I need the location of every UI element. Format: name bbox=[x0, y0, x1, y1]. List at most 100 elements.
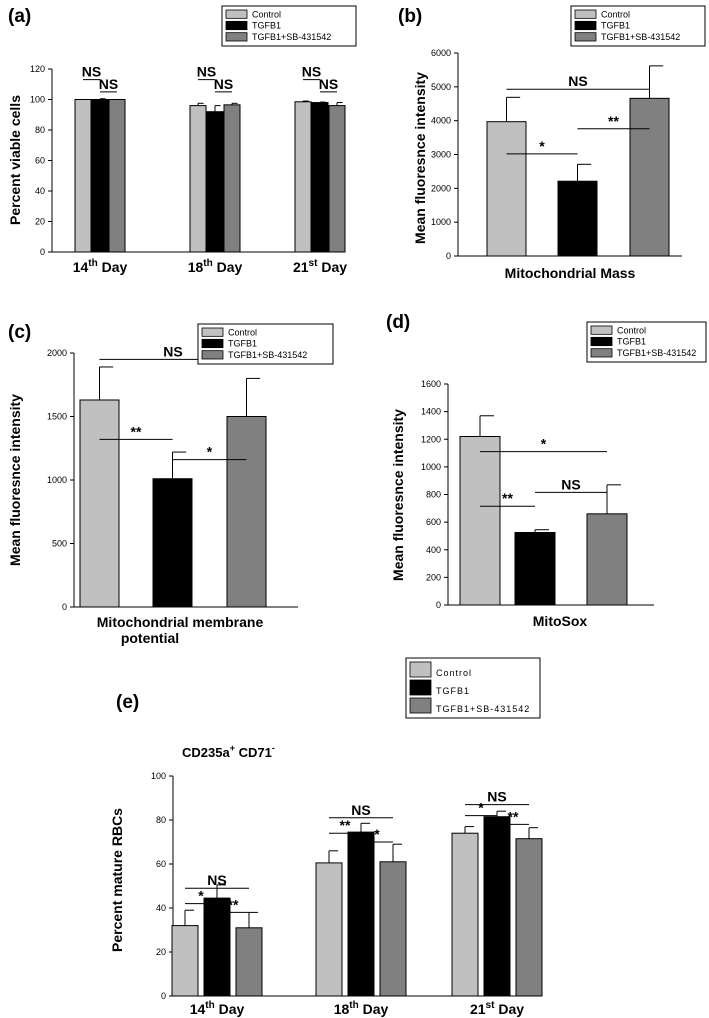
y-tick-label: 5000 bbox=[431, 82, 451, 92]
y-axis-label: Mean fluoresnce intensity bbox=[7, 394, 23, 566]
panel-label: (e) bbox=[116, 692, 139, 713]
bar bbox=[226, 416, 267, 608]
bar bbox=[315, 862, 343, 997]
significance-label: * bbox=[207, 444, 213, 460]
bar bbox=[74, 99, 92, 253]
y-axis-label: Percent mature RBCs bbox=[109, 808, 125, 952]
y-tick-label: 0 bbox=[436, 600, 441, 610]
significance-label: NS bbox=[302, 64, 321, 80]
y-tick-label: 2000 bbox=[47, 348, 67, 358]
y-tick-label: 40 bbox=[156, 903, 166, 913]
x-category-label: 14th Day bbox=[190, 1000, 245, 1017]
category-suffix: Day bbox=[494, 1001, 524, 1017]
significance-label: NS bbox=[319, 76, 338, 92]
category-suffix: Day bbox=[213, 259, 243, 275]
significance-label: ** bbox=[131, 423, 142, 439]
y-tick-label: 40 bbox=[35, 186, 45, 196]
bar bbox=[189, 105, 207, 253]
panel-label: (a) bbox=[8, 6, 31, 27]
significance-label: * bbox=[198, 888, 204, 904]
legend-label: TGFB1+SB-431542 bbox=[228, 350, 307, 360]
legend-swatch bbox=[201, 338, 224, 349]
significance-label: ** bbox=[608, 113, 619, 129]
x-axis-label: Mitochondrial Mass bbox=[505, 265, 636, 281]
y-tick-label: 20 bbox=[156, 947, 166, 957]
legend-label: TGFB1+SB-431542 bbox=[436, 704, 530, 714]
legend-label: TGFB1 bbox=[252, 21, 281, 31]
category-superscript: th bbox=[349, 1000, 358, 1011]
y-tick-label: 400 bbox=[426, 545, 441, 555]
x-category-label: 21st Day bbox=[470, 1000, 524, 1017]
bar bbox=[294, 101, 312, 253]
legend-swatch bbox=[201, 350, 224, 360]
bar bbox=[586, 513, 628, 606]
bar bbox=[483, 816, 511, 997]
y-tick-label: 1000 bbox=[421, 462, 441, 472]
title-part: CD71 bbox=[235, 745, 272, 760]
legend-swatch bbox=[225, 32, 248, 42]
legend-swatch bbox=[225, 9, 248, 19]
y-tick-label: 1000 bbox=[431, 217, 451, 227]
y-tick-label: 3000 bbox=[431, 150, 451, 160]
y-axis-label: Mean fluoresnce intensity bbox=[412, 72, 428, 244]
x-axis-label: MitoSox bbox=[533, 613, 588, 629]
panel-label: (b) bbox=[398, 6, 422, 27]
category-superscript: st bbox=[309, 258, 319, 269]
legend-swatch bbox=[409, 679, 432, 696]
significance-label: * bbox=[541, 436, 547, 452]
legend-label: TGFB1 bbox=[436, 686, 470, 696]
significance-label: NS bbox=[197, 64, 216, 80]
category-superscript: th bbox=[88, 258, 97, 269]
bar bbox=[629, 97, 670, 257]
bar bbox=[379, 861, 407, 997]
bar bbox=[311, 102, 329, 253]
significance-label: NS bbox=[207, 872, 226, 888]
bar bbox=[328, 105, 346, 253]
y-axis-label: Mean fluoresnce intensity bbox=[390, 409, 406, 581]
category-number: 18 bbox=[188, 259, 204, 275]
y-tick-label: 100 bbox=[151, 771, 166, 781]
legend-swatch bbox=[590, 325, 613, 335]
bar bbox=[79, 399, 120, 608]
category-number: 21 bbox=[470, 1001, 486, 1017]
bar bbox=[514, 531, 556, 606]
legend-label: Control bbox=[617, 325, 646, 335]
y-tick-label: 6000 bbox=[431, 48, 451, 58]
legend-swatch bbox=[590, 348, 613, 358]
bar bbox=[451, 832, 479, 997]
significance-label: NS bbox=[214, 76, 233, 92]
x-axis-label-line: Mitochondrial membrane bbox=[97, 614, 264, 630]
y-tick-label: 600 bbox=[426, 517, 441, 527]
y-tick-label: 120 bbox=[30, 64, 45, 74]
category-number: 21 bbox=[293, 259, 309, 275]
y-tick-label: 60 bbox=[156, 859, 166, 869]
legend-label: Control bbox=[228, 327, 257, 337]
y-tick-label: 200 bbox=[426, 572, 441, 582]
bar bbox=[459, 435, 501, 606]
category-suffix: Day bbox=[98, 259, 128, 275]
legend-label: Control bbox=[252, 9, 281, 19]
category-suffix: Day bbox=[215, 1001, 245, 1017]
y-tick-label: 80 bbox=[35, 125, 45, 135]
y-tick-label: 500 bbox=[52, 539, 67, 549]
bar bbox=[235, 927, 263, 997]
x-category-label: 21st Day bbox=[293, 258, 347, 275]
category-suffix: Day bbox=[317, 259, 347, 275]
y-tick-label: 1400 bbox=[421, 407, 441, 417]
legend-swatch bbox=[574, 32, 597, 42]
y-tick-label: 1200 bbox=[421, 434, 441, 444]
category-number: 18 bbox=[334, 1001, 350, 1017]
legend-swatch bbox=[225, 20, 248, 31]
panel-label: (c) bbox=[8, 322, 31, 343]
title-part: CD235a bbox=[182, 745, 230, 760]
category-superscript: th bbox=[205, 1000, 214, 1011]
legend-swatch bbox=[409, 661, 432, 678]
x-category-label: 18th Day bbox=[334, 1000, 389, 1017]
title-superscript: + bbox=[230, 743, 235, 753]
y-tick-label: 0 bbox=[62, 602, 67, 612]
legend-label: TGFB1 bbox=[617, 337, 646, 347]
legend-swatch bbox=[574, 9, 597, 19]
significance-label: NS bbox=[163, 343, 182, 359]
